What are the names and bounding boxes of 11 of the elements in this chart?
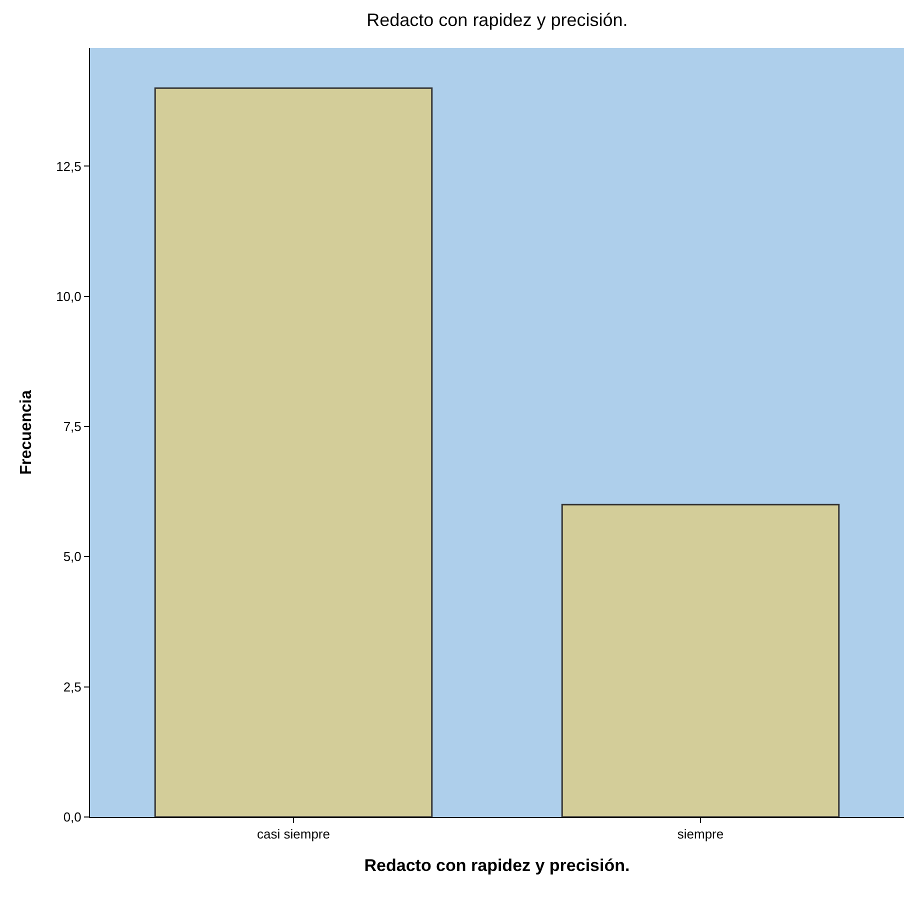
y-tick-label: 7,5: [63, 419, 82, 434]
y-axis-title: Frecuencia: [18, 390, 35, 475]
y-tick-label: 5,0: [63, 549, 82, 564]
x-tick-label: siempre: [677, 826, 724, 842]
y-tick-label: 2,5: [63, 679, 82, 694]
x-axis-title: Redacto con rapidez y precisión.: [364, 856, 630, 875]
chart-title: Redacto con rapidez y precisión.: [366, 10, 628, 30]
y-tick-label: 10,0: [56, 288, 82, 304]
y-tick-label: 12,5: [56, 158, 82, 174]
x-tick-label: casi siempre: [257, 826, 330, 842]
y-tick-label: 0,0: [63, 810, 82, 825]
